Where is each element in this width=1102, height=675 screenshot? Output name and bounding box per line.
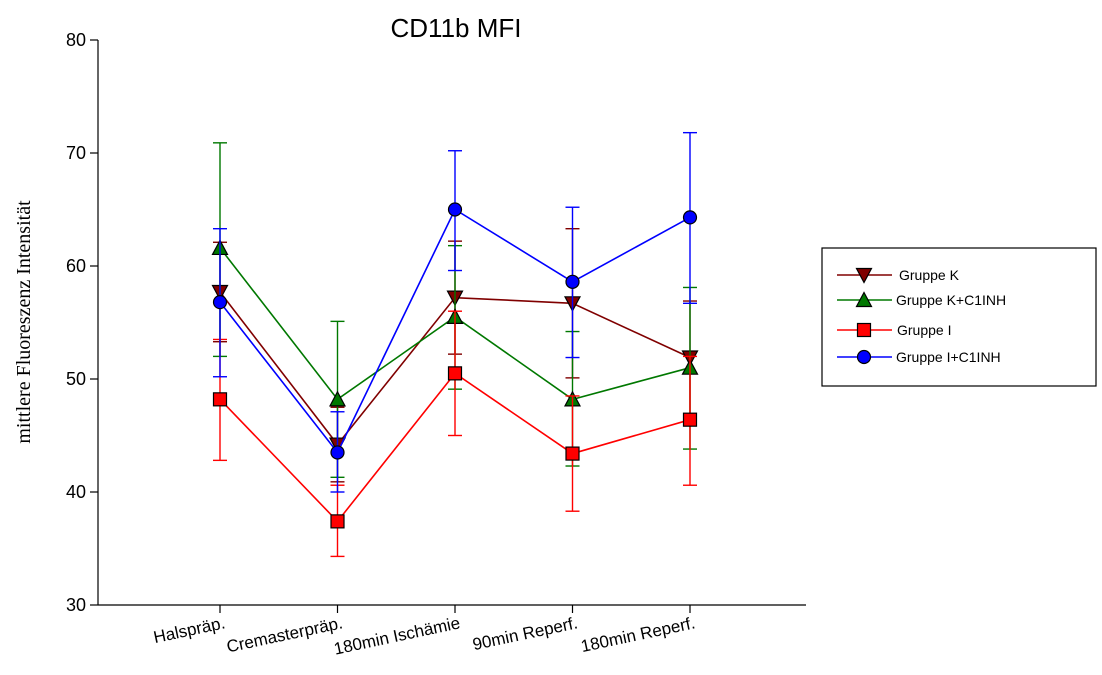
series-2 (212, 310, 698, 558)
x-tick-label: 90min Reperf. (471, 613, 579, 654)
data-point (682, 210, 698, 225)
y-tick-label: 80 (66, 30, 86, 50)
legend-label: Gruppe K+C1INH (896, 292, 1006, 308)
x-ticks: Halspräp.Cremasterpräp.180min Ischämie 90… (152, 605, 697, 659)
legend-marker (856, 349, 872, 365)
data-point (682, 412, 698, 427)
y-tick-label: 30 (66, 595, 86, 615)
data-point (328, 390, 347, 407)
series-layer (211, 131, 699, 558)
legend-marker (855, 291, 873, 308)
legend: Gruppe K Gruppe K+C1INH Gruppe I Gruppe I+C… (821, 247, 1097, 387)
data-point (565, 274, 580, 289)
series-3 (212, 131, 698, 493)
x-tick-label: Cremasterpräp. (225, 613, 344, 656)
y-axis-label: mittlere Fluoreszenz Intensität (13, 200, 35, 444)
chart-title: CD11b MFI (391, 13, 522, 43)
x-tick-label: 180min Ischämie (332, 613, 462, 658)
legend-marker (855, 267, 873, 284)
legend-label: Gruppe I (897, 322, 951, 338)
data-point (212, 392, 228, 407)
data-point (330, 445, 345, 460)
legend-label: Gruppe K (899, 267, 960, 283)
y-tick-label: 40 (66, 482, 86, 502)
y-tick-label: 50 (66, 369, 86, 389)
y-tick-label: 60 (66, 256, 86, 276)
y-ticks: 30 40 50 60 70 80 (66, 30, 98, 615)
x-tick-label: 180min Reperf. (579, 613, 697, 656)
data-point (565, 446, 580, 461)
data-point (212, 295, 228, 310)
y-tick-label: 70 (66, 143, 86, 163)
data-point (447, 366, 463, 381)
legend-marker (856, 322, 872, 338)
legend-label: Gruppe I+C1INH (896, 349, 1001, 365)
data-point (330, 514, 345, 529)
x-tick-label: Halspräp. (152, 613, 227, 647)
data-point (447, 202, 463, 217)
